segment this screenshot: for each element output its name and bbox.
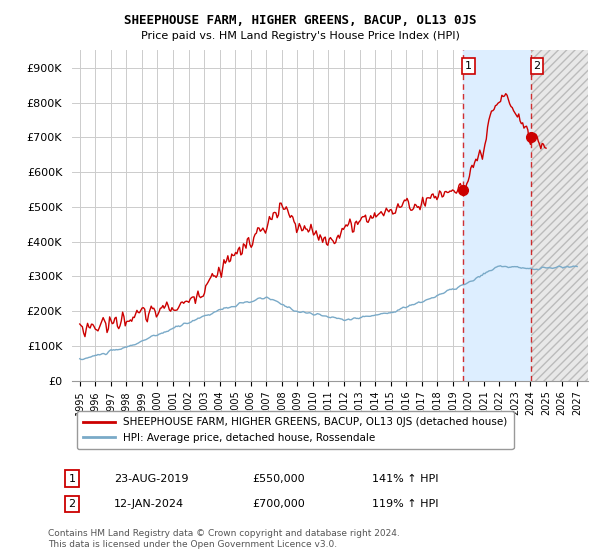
Legend: SHEEPHOUSE FARM, HIGHER GREENS, BACUP, OL13 0JS (detached house), HPI: Average p: SHEEPHOUSE FARM, HIGHER GREENS, BACUP, O… (77, 411, 514, 449)
Text: 12-JAN-2024: 12-JAN-2024 (114, 499, 184, 509)
Text: £550,000: £550,000 (252, 474, 305, 484)
Bar (531, 50, 588, 381)
Bar (531, 50, 588, 381)
Text: 2: 2 (533, 61, 541, 71)
Bar (463, 50, 531, 381)
Text: £700,000: £700,000 (252, 499, 305, 509)
Text: 23-AUG-2019: 23-AUG-2019 (114, 474, 188, 484)
Text: 1: 1 (68, 474, 76, 484)
Text: 1: 1 (465, 61, 472, 71)
Text: Contains HM Land Registry data © Crown copyright and database right 2024.
This d: Contains HM Land Registry data © Crown c… (48, 529, 400, 549)
Text: Price paid vs. HM Land Registry's House Price Index (HPI): Price paid vs. HM Land Registry's House … (140, 31, 460, 41)
Text: 141% ↑ HPI: 141% ↑ HPI (372, 474, 439, 484)
Text: SHEEPHOUSE FARM, HIGHER GREENS, BACUP, OL13 0JS: SHEEPHOUSE FARM, HIGHER GREENS, BACUP, O… (124, 14, 476, 27)
Text: 2: 2 (68, 499, 76, 509)
Text: 119% ↑ HPI: 119% ↑ HPI (372, 499, 439, 509)
